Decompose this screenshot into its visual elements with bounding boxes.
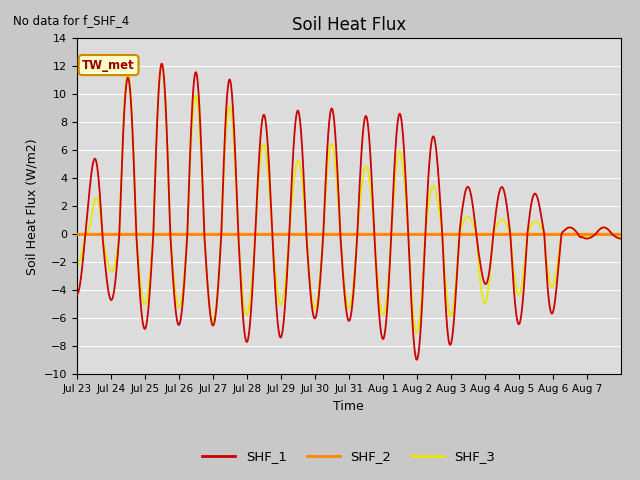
- SHF_1: [419, 289, 426, 295]
- SHF_2: [419, 231, 426, 237]
- SHF_3: [184, 204, 192, 210]
- SHF_1: [502, 194, 509, 200]
- SHF_3: [534, 220, 542, 226]
- SHF_2: [501, 231, 509, 237]
- SHF_3: [467, 216, 474, 222]
- SHF_3: [73, 262, 81, 268]
- X-axis label: Time: Time: [333, 400, 364, 413]
- SHF_2: [617, 231, 625, 237]
- Text: TW_met: TW_met: [82, 59, 135, 72]
- Text: No data for f_SHF_4: No data for f_SHF_4: [13, 14, 129, 27]
- Title: Soil Heat Flux: Soil Heat Flux: [292, 16, 406, 34]
- Legend: SHF_1, SHF_2, SHF_3: SHF_1, SHF_2, SHF_3: [197, 445, 500, 468]
- SHF_1: [611, 234, 619, 240]
- SHF_1: [467, 191, 474, 196]
- SHF_3: [611, 233, 619, 239]
- SHF_3: [502, 219, 509, 225]
- SHF_1: [73, 292, 81, 298]
- SHF_1: [184, 200, 192, 206]
- SHF_2: [611, 231, 618, 237]
- SHF_1: [617, 236, 625, 241]
- Line: SHF_1: SHF_1: [77, 64, 621, 360]
- SHF_3: [617, 234, 625, 240]
- SHF_1: [158, 61, 166, 67]
- SHF_3: [158, 62, 166, 68]
- SHF_2: [534, 231, 541, 237]
- SHF_1: [534, 197, 542, 203]
- SHF_3: [413, 330, 420, 336]
- Y-axis label: Soil Heat Flux (W/m2): Soil Heat Flux (W/m2): [25, 138, 38, 275]
- SHF_2: [73, 231, 81, 237]
- SHF_3: [419, 276, 426, 282]
- Line: SHF_3: SHF_3: [77, 65, 621, 333]
- SHF_2: [467, 231, 474, 237]
- SHF_1: [413, 357, 420, 363]
- SHF_2: [184, 231, 192, 237]
